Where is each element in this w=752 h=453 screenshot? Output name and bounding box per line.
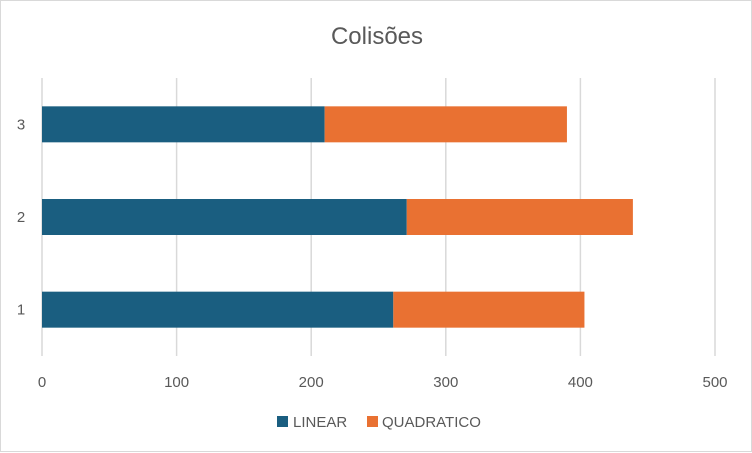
x-tick-label: 0 bbox=[38, 374, 46, 391]
bar-linear-1 bbox=[42, 291, 394, 328]
y-tick-label: 2 bbox=[17, 209, 25, 226]
bars bbox=[42, 106, 633, 328]
y-tick-label: 1 bbox=[17, 302, 25, 319]
x-tick-label: 200 bbox=[299, 374, 324, 391]
chart-title: Colisões bbox=[331, 23, 423, 50]
bar-quadratico-3 bbox=[324, 106, 567, 143]
bar-linear-3 bbox=[42, 106, 325, 143]
legend: LINEAR QUADRATICO bbox=[277, 414, 481, 431]
y-tick-label: 3 bbox=[17, 116, 25, 133]
legend-label-quadratico: QUADRATICO bbox=[382, 414, 481, 431]
legend-swatch-quadratico bbox=[367, 416, 378, 427]
x-tick-label: 300 bbox=[433, 374, 458, 391]
x-tick-label: 500 bbox=[702, 374, 727, 391]
bar-linear-2 bbox=[42, 199, 407, 235]
legend-swatch-linear bbox=[277, 416, 288, 427]
bar-quadratico-2 bbox=[406, 199, 633, 235]
x-tick-label: 100 bbox=[164, 374, 189, 391]
category-axis-labels: 1 2 3 bbox=[17, 116, 25, 318]
value-axis-labels: 0 100 200 300 400 500 bbox=[38, 374, 728, 391]
legend-label-linear: LINEAR bbox=[293, 414, 347, 431]
bar-quadratico-1 bbox=[393, 291, 585, 328]
x-tick-label: 400 bbox=[568, 374, 593, 391]
